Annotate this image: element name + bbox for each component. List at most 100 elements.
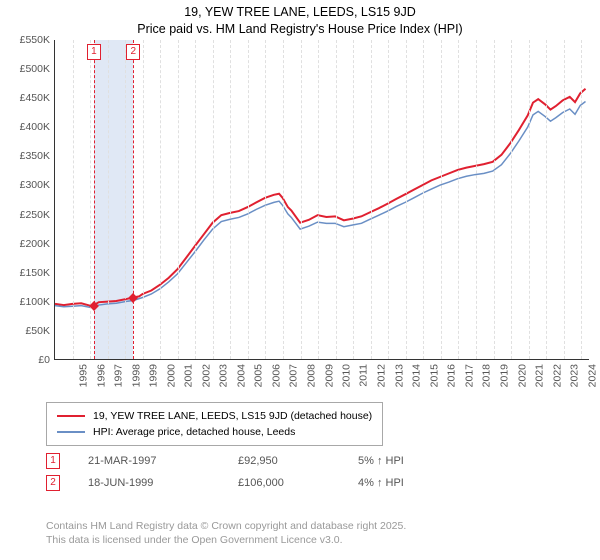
sale-date: 18-JUN-1999 — [88, 477, 238, 489]
x-tick-label: 2002 — [200, 364, 212, 387]
x-tick-label: 2012 — [376, 364, 388, 387]
x-tick-label: 2017 — [463, 364, 475, 387]
x-tick-label: 2013 — [393, 364, 405, 387]
sale-marker-box: 1 — [87, 44, 101, 60]
footer-line1: Contains HM Land Registry data © Crown c… — [46, 520, 406, 532]
footer-text: Contains HM Land Registry data © Crown c… — [46, 519, 406, 548]
legend-swatch — [57, 415, 85, 417]
x-tick-label: 2018 — [481, 364, 493, 387]
gridline — [353, 40, 354, 359]
plot-region: 12 — [54, 40, 589, 360]
gridline — [406, 40, 407, 359]
sale-num-box: 2 — [46, 475, 60, 491]
y-tick-label: £350K — [20, 150, 50, 162]
line-series — [55, 40, 589, 359]
x-tick-label: 2007 — [288, 364, 300, 387]
gridline — [318, 40, 319, 359]
x-tick-label: 2020 — [516, 364, 528, 387]
y-tick-label: £100K — [20, 296, 50, 308]
gridline — [494, 40, 495, 359]
sale-marker-line — [133, 40, 134, 359]
legend-swatch — [57, 431, 85, 433]
legend-item-price: 19, YEW TREE LANE, LEEDS, LS15 9JD (deta… — [57, 408, 372, 424]
y-tick-label: £500K — [20, 63, 50, 75]
sale-price: £92,950 — [238, 455, 358, 467]
gridline — [546, 40, 547, 359]
gridline — [125, 40, 126, 359]
sale-num-box: 1 — [46, 453, 60, 469]
x-tick-label: 2005 — [253, 364, 265, 387]
gridline — [73, 40, 74, 359]
x-tick-label: 1996 — [95, 364, 107, 387]
sale-date: 21-MAR-1997 — [88, 455, 238, 467]
x-tick-label: 1997 — [112, 364, 124, 387]
legend-label: 19, YEW TREE LANE, LEEDS, LS15 9JD (deta… — [93, 408, 372, 424]
gridline — [301, 40, 302, 359]
title-line1: 19, YEW TREE LANE, LEEDS, LS15 9JD — [184, 5, 416, 19]
x-tick-label: 2016 — [446, 364, 458, 387]
gridline — [441, 40, 442, 359]
chart-title: 19, YEW TREE LANE, LEEDS, LS15 9JD Price… — [0, 0, 600, 38]
sale-marker-box: 2 — [126, 44, 140, 60]
sale-row: 2 18-JUN-1999£106,0004% ↑ HPI — [46, 472, 458, 494]
x-tick-label: 2014 — [411, 364, 423, 387]
gridline — [529, 40, 530, 359]
y-tick-label: £300K — [20, 179, 50, 191]
sales-table: 1 21-MAR-1997£92,9505% ↑ HPI 2 18-JUN-1999£… — [46, 450, 458, 494]
y-tick-label: £250K — [20, 209, 50, 221]
x-tick-label: 2015 — [428, 364, 440, 387]
y-tick-label: £550K — [20, 34, 50, 46]
sale-hpi: 5% ↑ HPI — [358, 455, 458, 467]
x-tick-label: 1999 — [148, 364, 160, 387]
x-tick-label: 2021 — [533, 364, 545, 387]
gridline — [143, 40, 144, 359]
x-tick-label: 2011 — [357, 364, 369, 387]
y-tick-label: £450K — [20, 92, 50, 104]
gridline — [388, 40, 389, 359]
gridline — [511, 40, 512, 359]
gridline — [564, 40, 565, 359]
y-tick-label: £50K — [25, 325, 50, 337]
legend-label: HPI: Average price, detached house, Leed… — [93, 424, 295, 440]
gridline — [213, 40, 214, 359]
gridline — [371, 40, 372, 359]
x-tick-label: 2003 — [218, 364, 230, 387]
x-tick-label: 2019 — [498, 364, 510, 387]
x-tick-label: 2024 — [586, 364, 598, 387]
sale-marker-line — [94, 40, 95, 359]
y-tick-label: £400K — [20, 121, 50, 133]
sale-price: £106,000 — [238, 477, 358, 489]
x-tick-label: 2006 — [270, 364, 282, 387]
y-tick-label: £200K — [20, 238, 50, 250]
x-tick-label: 1998 — [130, 364, 142, 387]
y-axis: £0£50K£100K£150K£200K£250K£300K£350K£400… — [14, 40, 52, 360]
gridline — [90, 40, 91, 359]
gridline — [265, 40, 266, 359]
plot-area: £0£50K£100K£150K£200K£250K£300K£350K£400… — [14, 40, 589, 360]
x-axis: 1995199619971998199920002001200220032004… — [54, 362, 589, 402]
gridline — [458, 40, 459, 359]
gridline — [160, 40, 161, 359]
x-tick-label: 2000 — [165, 364, 177, 387]
x-tick-label: 2023 — [569, 364, 581, 387]
gridline — [178, 40, 179, 359]
gridline — [230, 40, 231, 359]
gridline — [108, 40, 109, 359]
gridline — [581, 40, 582, 359]
x-tick-label: 2008 — [305, 364, 317, 387]
footer-line2: This data is licensed under the Open Gov… — [46, 534, 343, 546]
legend: 19, YEW TREE LANE, LEEDS, LS15 9JD (deta… — [46, 402, 383, 446]
y-tick-label: £0 — [38, 354, 50, 366]
gridline — [283, 40, 284, 359]
y-tick-label: £150K — [20, 267, 50, 279]
gridline — [336, 40, 337, 359]
x-tick-label: 2009 — [323, 364, 335, 387]
x-tick-label: 2010 — [340, 364, 352, 387]
gridline — [423, 40, 424, 359]
sale-row: 1 21-MAR-1997£92,9505% ↑ HPI — [46, 450, 458, 472]
legend-item-hpi: HPI: Average price, detached house, Leed… — [57, 424, 372, 440]
x-tick-label: 2022 — [551, 364, 563, 387]
sale-hpi: 4% ↑ HPI — [358, 477, 458, 489]
series-line-hpi — [55, 102, 586, 308]
gridline — [476, 40, 477, 359]
